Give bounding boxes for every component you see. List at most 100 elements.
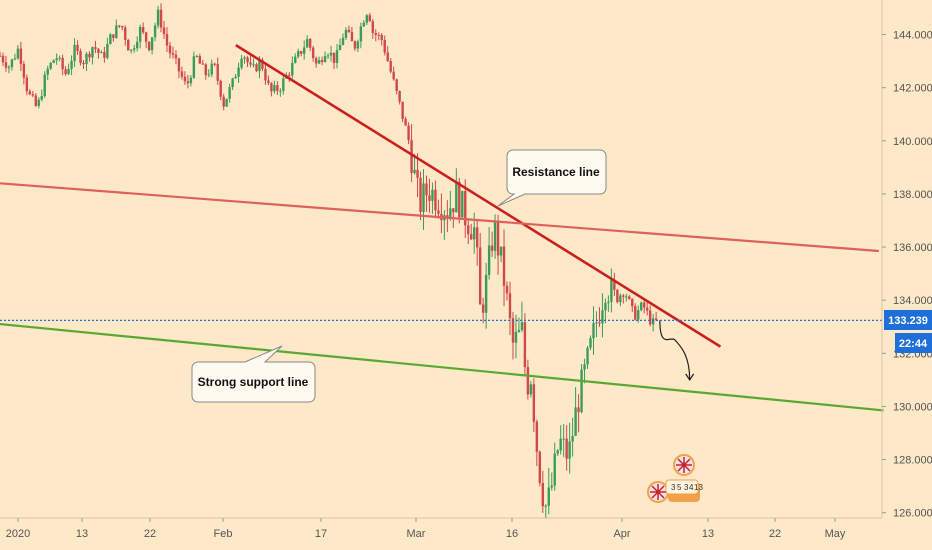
candle-body bbox=[34, 95, 37, 106]
candle-body bbox=[619, 295, 622, 303]
time-tick-label: 13 bbox=[702, 528, 714, 540]
trendlines[interactable] bbox=[0, 44, 884, 412]
price-axis[interactable]: 144.000 142.000 140.000 138.000 136.000 134.0… bbox=[882, 30, 932, 520]
candle-body bbox=[159, 9, 163, 28]
candle-body bbox=[425, 183, 428, 196]
candle-body bbox=[240, 58, 243, 68]
candle-body bbox=[198, 55, 202, 64]
projection-arrow bbox=[659, 320, 691, 380]
candle-body bbox=[171, 53, 175, 55]
time-tick-label: Mar bbox=[407, 528, 426, 540]
support-trendline[interactable] bbox=[0, 322, 884, 412]
price-tick-label: 144.000 bbox=[893, 30, 932, 42]
candle-body bbox=[487, 245, 491, 275]
candle-body bbox=[294, 56, 297, 63]
candle-body bbox=[490, 245, 494, 251]
candle-body bbox=[413, 169, 416, 173]
candle-body bbox=[300, 51, 303, 54]
candle-body bbox=[419, 177, 422, 212]
candle-body bbox=[631, 298, 634, 307]
candle-body bbox=[520, 322, 524, 330]
event-markers[interactable]: 3 5 3 4 13 bbox=[647, 454, 703, 503]
candle-body bbox=[356, 41, 360, 49]
candle-body bbox=[341, 37, 345, 45]
candle-body bbox=[255, 64, 258, 72]
candle-body bbox=[353, 41, 357, 49]
candle-body bbox=[228, 87, 231, 99]
candle-body bbox=[604, 302, 607, 311]
candle-body bbox=[529, 384, 533, 395]
candle-body bbox=[589, 338, 592, 348]
candle-body bbox=[532, 384, 536, 422]
candle-body bbox=[207, 74, 210, 76]
upper-trendline[interactable] bbox=[0, 182, 879, 253]
support-callout[interactable]: Strong support line bbox=[191, 345, 316, 403]
candle-body bbox=[389, 61, 392, 72]
candle-body bbox=[297, 51, 300, 57]
candle-body bbox=[141, 27, 145, 33]
time-axis[interactable]: 2020 13 22 Feb 17 Mar 16 Apr 13 22 May bbox=[6, 518, 846, 540]
candle-body bbox=[234, 76, 237, 79]
candle-body bbox=[562, 438, 565, 440]
time-tick-label: May bbox=[825, 528, 846, 540]
candle-body bbox=[305, 39, 309, 48]
candle-body bbox=[404, 118, 407, 126]
candle-body bbox=[0, 55, 2, 57]
projection-arrowhead bbox=[685, 373, 695, 381]
candle-body bbox=[201, 63, 205, 65]
price-tick-label: 136.000 bbox=[893, 242, 932, 254]
candle-body bbox=[258, 60, 261, 72]
candle-body bbox=[550, 485, 553, 488]
candle-body bbox=[276, 85, 279, 91]
candle-body bbox=[249, 62, 252, 65]
candle-body bbox=[458, 181, 461, 218]
candle-body bbox=[493, 221, 497, 251]
candle-body bbox=[61, 57, 64, 70]
candle-body bbox=[210, 63, 213, 75]
candle-body bbox=[156, 9, 160, 26]
candle-body bbox=[22, 64, 26, 78]
support-callout-box bbox=[191, 345, 316, 403]
time-tick-label: 2020 bbox=[6, 528, 30, 540]
candle-body bbox=[118, 25, 121, 27]
candle-body bbox=[478, 247, 482, 305]
candle-body bbox=[270, 83, 273, 92]
candle-body bbox=[329, 52, 333, 56]
candle-body bbox=[326, 55, 330, 57]
candle-body bbox=[398, 90, 401, 102]
event-num-3: 3 bbox=[684, 483, 689, 492]
candle-body bbox=[496, 221, 500, 256]
time-tick-label: 17 bbox=[315, 528, 327, 540]
candle-body bbox=[28, 91, 32, 95]
candle-body bbox=[115, 25, 118, 38]
candle-body bbox=[216, 63, 219, 81]
candle-body bbox=[628, 296, 631, 299]
price-tick-label: 134.000 bbox=[893, 295, 932, 307]
candle-body bbox=[648, 310, 652, 325]
time-tick-label: 22 bbox=[769, 528, 781, 540]
candle-body bbox=[437, 210, 440, 214]
candle-body bbox=[383, 39, 386, 53]
candle-body bbox=[106, 44, 109, 58]
candle-body bbox=[586, 347, 589, 365]
candle-body bbox=[127, 39, 130, 51]
candle-body bbox=[97, 48, 100, 53]
candle-body bbox=[64, 69, 67, 75]
countdown-tag bbox=[895, 333, 932, 353]
price-tick-label: 130.000 bbox=[893, 401, 932, 413]
candle-body bbox=[16, 48, 20, 59]
candle-body bbox=[574, 407, 577, 436]
candle-body bbox=[237, 67, 240, 77]
candle-body bbox=[547, 487, 550, 506]
candle-body bbox=[553, 453, 556, 486]
candle-body bbox=[282, 78, 285, 91]
candle-body bbox=[49, 62, 52, 69]
candle-body bbox=[642, 302, 646, 308]
resistance-callout[interactable]: Resistance line bbox=[497, 149, 607, 207]
candle-body bbox=[40, 96, 43, 100]
candle-body bbox=[359, 26, 363, 42]
candle-body bbox=[222, 96, 225, 107]
resistance-trendline[interactable] bbox=[235, 44, 722, 348]
